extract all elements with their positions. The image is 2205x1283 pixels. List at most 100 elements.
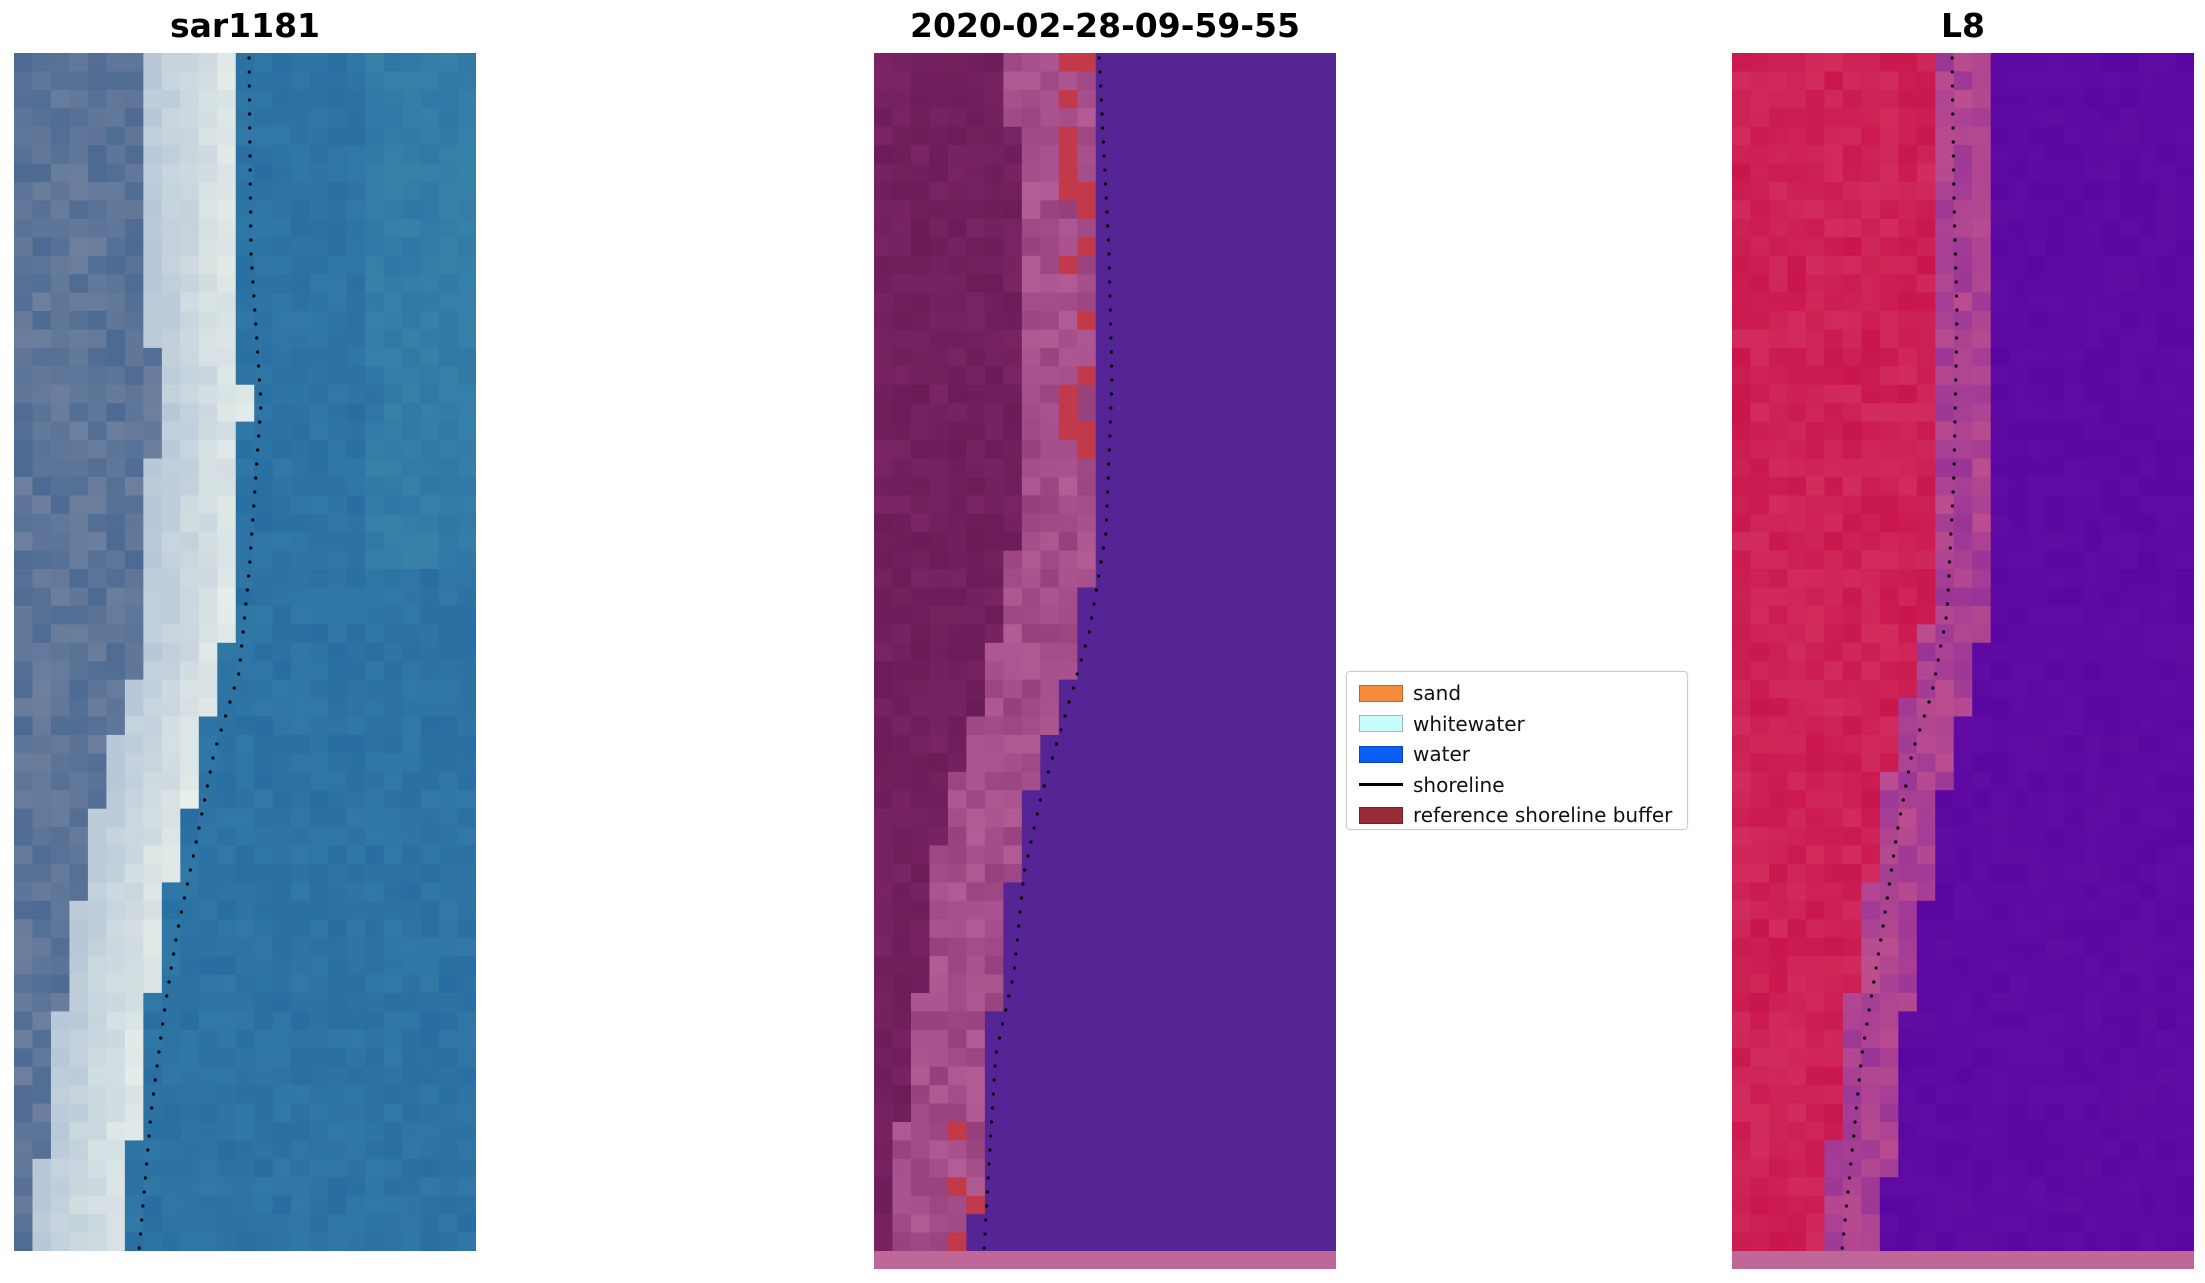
image-pixel bbox=[1151, 956, 1171, 976]
shoreline-dot bbox=[200, 812, 204, 816]
image-pixel bbox=[1861, 108, 1881, 128]
image-pixel bbox=[254, 292, 274, 312]
image-pixel bbox=[2138, 532, 2158, 552]
image-pixel bbox=[1021, 1214, 1041, 1234]
image-pixel bbox=[365, 771, 385, 791]
image-pixel bbox=[1990, 274, 2010, 294]
image-pixel bbox=[439, 255, 459, 275]
image-pixel bbox=[2175, 845, 2194, 865]
image-pixel bbox=[1317, 587, 1336, 607]
image-pixel bbox=[966, 771, 986, 791]
image-pixel bbox=[1299, 882, 1319, 902]
image-pixel bbox=[1077, 163, 1097, 183]
image-pixel bbox=[365, 108, 385, 128]
shoreline-dot bbox=[167, 980, 171, 984]
image-pixel bbox=[2175, 1085, 2194, 1105]
image-pixel bbox=[1990, 863, 2010, 883]
image-pixel bbox=[50, 624, 71, 644]
image-pixel bbox=[1879, 587, 1899, 607]
image-pixel bbox=[439, 790, 459, 810]
image-pixel bbox=[1861, 1103, 1881, 1123]
image-pixel bbox=[124, 292, 144, 312]
image-pixel bbox=[910, 698, 931, 718]
image-pixel bbox=[32, 1048, 52, 1068]
image-pixel bbox=[254, 163, 274, 183]
image-pixel bbox=[383, 476, 403, 496]
image-pixel bbox=[984, 734, 1004, 754]
shoreline-dot bbox=[1046, 770, 1050, 774]
image-pixel bbox=[69, 200, 89, 220]
image-pixel bbox=[32, 218, 52, 238]
image-pixel bbox=[328, 605, 348, 625]
image-pixel bbox=[1095, 1140, 1115, 1160]
image-pixel bbox=[1262, 808, 1282, 828]
shoreline-dot bbox=[176, 924, 181, 928]
image-pixel bbox=[2157, 495, 2177, 515]
image-pixel bbox=[439, 679, 459, 699]
image-pixel bbox=[892, 937, 912, 957]
image-pixel bbox=[439, 827, 459, 847]
image-pixel bbox=[161, 827, 181, 847]
image-pixel bbox=[254, 1048, 274, 1068]
image-pixel bbox=[346, 200, 366, 220]
image-pixel bbox=[1750, 937, 1770, 957]
image-pixel bbox=[1040, 1195, 1060, 1215]
image-pixel bbox=[143, 329, 163, 349]
image-pixel bbox=[198, 237, 218, 257]
image-pixel bbox=[1916, 624, 1936, 644]
image-pixel bbox=[1824, 808, 1844, 828]
image-pixel bbox=[402, 661, 422, 681]
image-pixel bbox=[1058, 403, 1078, 423]
image-pixel bbox=[1768, 587, 1789, 607]
image-pixel bbox=[1916, 200, 1936, 220]
image-pixel bbox=[1842, 366, 1862, 386]
shoreline-dot bbox=[211, 756, 215, 760]
image-pixel bbox=[2157, 145, 2177, 165]
image-pixel bbox=[439, 163, 459, 183]
image-pixel bbox=[87, 292, 107, 312]
image-pixel bbox=[1935, 679, 1955, 699]
image-pixel bbox=[984, 1029, 1004, 1049]
image-pixel bbox=[947, 919, 967, 939]
shoreline-dot bbox=[188, 868, 192, 872]
image-pixel bbox=[1188, 476, 1208, 496]
image-pixel bbox=[892, 237, 912, 257]
image-pixel bbox=[1095, 956, 1115, 976]
image-pixel bbox=[1787, 1177, 1807, 1197]
image-pixel bbox=[892, 71, 912, 91]
image-pixel bbox=[143, 974, 163, 994]
image-pixel bbox=[291, 366, 311, 386]
image-pixel bbox=[2009, 827, 2029, 847]
image-pixel bbox=[984, 1103, 1004, 1123]
image-pixel bbox=[1732, 458, 1752, 478]
image-pixel bbox=[235, 550, 255, 570]
image-pixel bbox=[328, 698, 348, 718]
image-pixel bbox=[929, 919, 949, 939]
image-pixel bbox=[1169, 237, 1189, 257]
image-pixel bbox=[1077, 642, 1097, 662]
image-pixel bbox=[1225, 956, 1245, 976]
image-pixel bbox=[1732, 476, 1752, 496]
image-pixel bbox=[947, 1177, 967, 1197]
image-pixel bbox=[402, 366, 422, 386]
image-pixel bbox=[161, 1121, 181, 1142]
image-pixel bbox=[1151, 513, 1171, 533]
image-pixel bbox=[217, 956, 237, 976]
image-pixel bbox=[346, 1066, 366, 1086]
image-pixel bbox=[346, 956, 366, 976]
image-pixel bbox=[32, 753, 52, 773]
image-pixel bbox=[272, 642, 292, 662]
image-pixel bbox=[1732, 605, 1752, 625]
image-pixel bbox=[1021, 808, 1041, 828]
image-pixel bbox=[1916, 145, 1936, 165]
image-pixel bbox=[124, 274, 144, 294]
image-pixel bbox=[1021, 624, 1041, 644]
image-pixel bbox=[1058, 1195, 1078, 1215]
image-pixel bbox=[929, 1011, 949, 1031]
image-pixel bbox=[309, 1103, 329, 1123]
image-pixel bbox=[2120, 624, 2140, 644]
image-pixel bbox=[143, 292, 163, 312]
image-pixel bbox=[1935, 1085, 1955, 1105]
image-pixel bbox=[1151, 937, 1171, 957]
image-pixel bbox=[1114, 1232, 1134, 1252]
